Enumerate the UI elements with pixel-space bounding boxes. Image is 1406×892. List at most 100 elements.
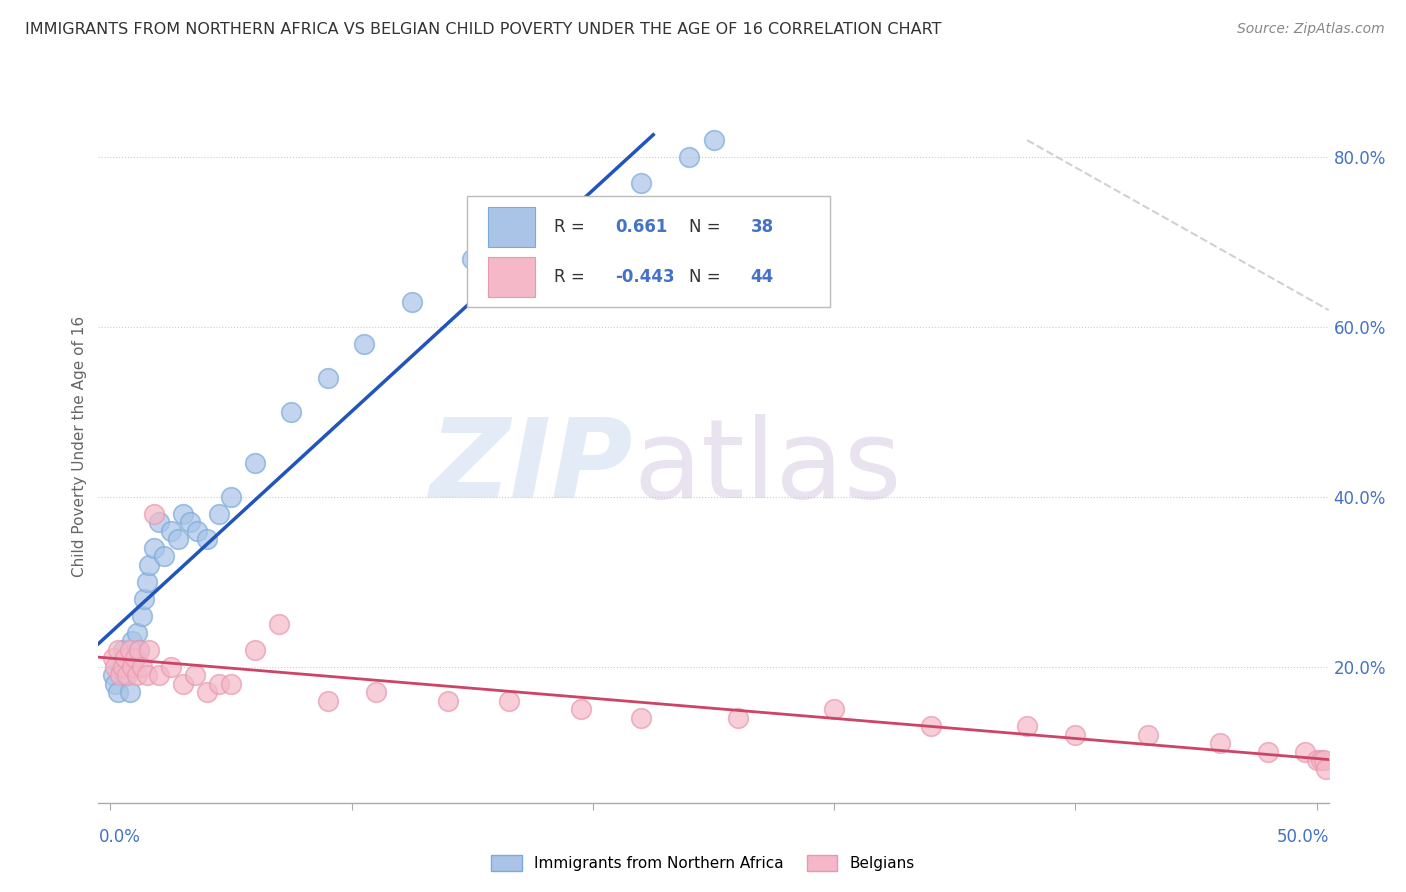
Point bbox=[630, 176, 652, 190]
Text: N =: N = bbox=[689, 218, 725, 235]
Point bbox=[128, 643, 150, 657]
Point bbox=[186, 524, 208, 538]
Point bbox=[208, 507, 231, 521]
Point bbox=[101, 651, 124, 665]
Point bbox=[135, 668, 157, 682]
Point bbox=[117, 651, 139, 665]
Point bbox=[1315, 762, 1337, 776]
Point bbox=[121, 660, 143, 674]
Point bbox=[125, 668, 148, 682]
Point bbox=[316, 694, 339, 708]
Point bbox=[195, 685, 218, 699]
Point bbox=[172, 677, 194, 691]
Y-axis label: Child Poverty Under the Age of 16: Child Poverty Under the Age of 16 bbox=[72, 316, 87, 576]
Point bbox=[1136, 728, 1159, 742]
Point bbox=[135, 574, 157, 589]
Point bbox=[159, 524, 181, 538]
Point bbox=[125, 626, 148, 640]
Point bbox=[522, 227, 544, 241]
Point bbox=[678, 150, 700, 164]
Text: 0.661: 0.661 bbox=[616, 218, 668, 235]
Point bbox=[461, 252, 484, 266]
Point bbox=[148, 668, 170, 682]
Text: 44: 44 bbox=[751, 268, 773, 285]
Point bbox=[114, 651, 136, 665]
FancyBboxPatch shape bbox=[488, 207, 536, 246]
FancyBboxPatch shape bbox=[467, 196, 831, 307]
Point bbox=[138, 643, 160, 657]
Point bbox=[131, 608, 153, 623]
Point bbox=[107, 643, 129, 657]
Point bbox=[1313, 753, 1336, 767]
Point bbox=[219, 490, 242, 504]
Point bbox=[159, 660, 181, 674]
Point bbox=[823, 702, 845, 716]
Point bbox=[437, 694, 460, 708]
Point bbox=[101, 668, 124, 682]
Point bbox=[131, 660, 153, 674]
Point bbox=[208, 677, 231, 691]
Point bbox=[111, 643, 134, 657]
Point bbox=[353, 337, 375, 351]
Point bbox=[124, 651, 146, 665]
Legend: Immigrants from Northern Africa, Belgians: Immigrants from Northern Africa, Belgian… bbox=[485, 849, 921, 877]
FancyBboxPatch shape bbox=[488, 257, 536, 296]
Point bbox=[184, 668, 207, 682]
Point bbox=[124, 651, 146, 665]
Point bbox=[117, 668, 139, 682]
Point bbox=[1017, 719, 1039, 733]
Text: R =: R = bbox=[554, 268, 589, 285]
Point bbox=[118, 643, 141, 657]
Point bbox=[569, 702, 592, 716]
Point bbox=[104, 677, 127, 691]
Point bbox=[1209, 736, 1232, 750]
Point bbox=[195, 533, 218, 547]
Point bbox=[401, 294, 423, 309]
Point bbox=[134, 591, 156, 606]
Point bbox=[1064, 728, 1087, 742]
Point bbox=[630, 711, 652, 725]
Point bbox=[104, 660, 127, 674]
Point bbox=[121, 634, 143, 648]
Point bbox=[364, 685, 387, 699]
Point bbox=[316, 371, 339, 385]
Point bbox=[179, 516, 201, 530]
Point bbox=[148, 516, 170, 530]
Point bbox=[152, 549, 174, 564]
Point bbox=[108, 668, 131, 682]
Point bbox=[269, 617, 291, 632]
Point bbox=[118, 685, 141, 699]
Point bbox=[920, 719, 942, 733]
Point bbox=[582, 201, 605, 215]
Point bbox=[138, 558, 160, 572]
Text: Source: ZipAtlas.com: Source: ZipAtlas.com bbox=[1237, 22, 1385, 37]
Text: IMMIGRANTS FROM NORTHERN AFRICA VS BELGIAN CHILD POVERTY UNDER THE AGE OF 16 COR: IMMIGRANTS FROM NORTHERN AFRICA VS BELGI… bbox=[25, 22, 942, 37]
Text: ZIP: ZIP bbox=[430, 414, 634, 521]
Point bbox=[108, 660, 131, 674]
Point bbox=[219, 677, 242, 691]
Point bbox=[111, 660, 134, 674]
Point bbox=[1294, 745, 1316, 759]
Point bbox=[1305, 753, 1327, 767]
Text: atlas: atlas bbox=[634, 414, 903, 521]
Point bbox=[107, 685, 129, 699]
Point bbox=[727, 711, 749, 725]
Point bbox=[142, 507, 165, 521]
Point bbox=[1257, 745, 1279, 759]
Text: 0.0%: 0.0% bbox=[98, 828, 141, 846]
Point bbox=[114, 668, 136, 682]
Point bbox=[702, 133, 725, 147]
Point bbox=[142, 541, 165, 555]
Point bbox=[280, 405, 302, 419]
Point bbox=[128, 643, 150, 657]
Point bbox=[1310, 753, 1333, 767]
Text: R =: R = bbox=[554, 218, 589, 235]
Text: 50.0%: 50.0% bbox=[1277, 828, 1329, 846]
Point bbox=[245, 643, 267, 657]
Point bbox=[167, 533, 190, 547]
Point bbox=[498, 694, 520, 708]
Text: 38: 38 bbox=[751, 218, 773, 235]
Point bbox=[245, 456, 267, 470]
Text: N =: N = bbox=[689, 268, 725, 285]
Text: -0.443: -0.443 bbox=[616, 268, 675, 285]
